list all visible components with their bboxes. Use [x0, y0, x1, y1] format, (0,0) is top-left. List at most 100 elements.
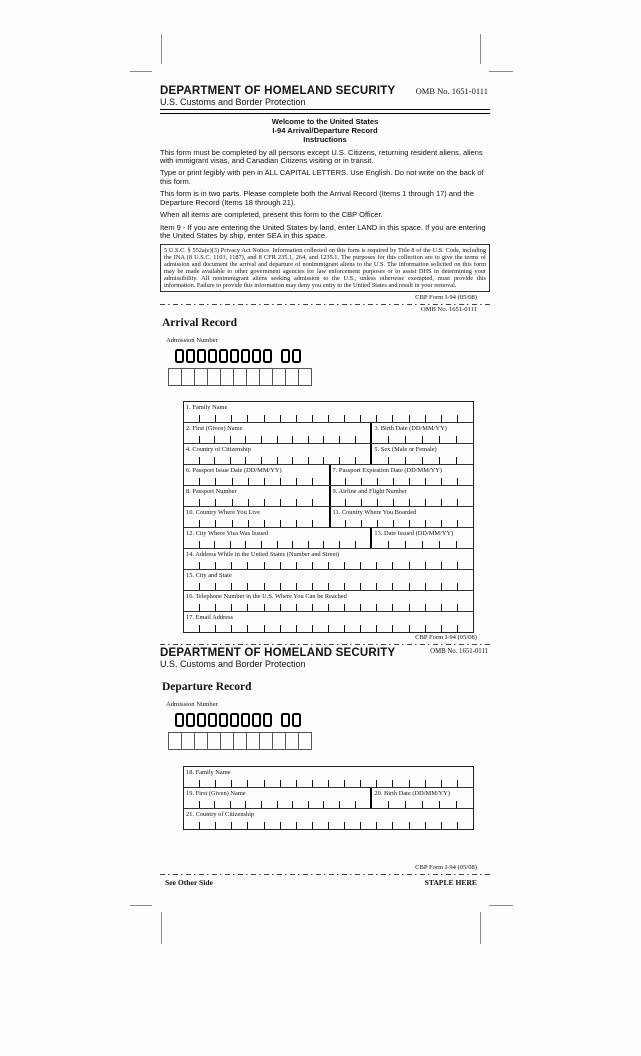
- welcome-title: Welcome to the United States: [271, 117, 379, 126]
- field-label: 12. City Where Visa Was Issued: [186, 529, 269, 537]
- crop-mark: [130, 905, 152, 906]
- admission-number-ocr: [175, 712, 490, 727]
- crop-mark: [489, 905, 513, 906]
- field-cell[interactable]: 5. Sex (Male or Female): [370, 444, 473, 465]
- field-row: 14. Address While in the United States (…: [184, 549, 473, 571]
- field-row: 8. Passport Number 9. Airline and Flight …: [184, 486, 474, 508]
- field-label: 1. Family Name: [186, 403, 228, 411]
- field-label: 13. Date Issued (DD/MM/YY): [374, 529, 454, 537]
- ocr-digit-0: [241, 348, 250, 363]
- ocr-digit-0: [292, 712, 301, 727]
- arrival-record-title: Arrival Record: [162, 317, 238, 330]
- write-box[interactable]: [285, 733, 298, 750]
- comb-ticks: [184, 415, 473, 423]
- ocr-digit-0: [219, 348, 228, 363]
- header-titles: DEPARTMENT OF HOMELAND SECURITY U.S. Cus…: [160, 647, 395, 669]
- admission-write-boxes[interactable]: [168, 732, 312, 751]
- write-box[interactable]: [285, 369, 298, 386]
- field-cell[interactable]: 13. Date Issued (DD/MM/YY): [370, 528, 473, 549]
- instruction-paragraph: This form is in two parts. Please comple…: [160, 189, 474, 207]
- write-box[interactable]: [298, 369, 311, 386]
- ocr-digit-0: [197, 348, 206, 363]
- write-box[interactable]: [220, 369, 233, 386]
- write-box[interactable]: [181, 733, 194, 750]
- ocr-digit-0: [208, 348, 217, 363]
- field-cell[interactable]: 19. First (Given) Name: [184, 788, 370, 809]
- instructions-header: Welcome to the United States I-94 Arriva…: [160, 117, 490, 144]
- write-box[interactable]: [298, 733, 311, 750]
- ocr-digit-0: [208, 712, 217, 727]
- comb-ticks: [331, 478, 474, 486]
- write-box[interactable]: [246, 733, 259, 750]
- field-label: 16. Telephone Number in the U.S. Where Y…: [186, 592, 347, 600]
- ocr-digit-0: [175, 348, 184, 363]
- write-box[interactable]: [207, 733, 220, 750]
- crop-mark: [161, 34, 162, 64]
- write-box[interactable]: [207, 369, 220, 386]
- field-label: 11. Country Where You Boarded: [332, 508, 417, 516]
- write-box[interactable]: [233, 369, 246, 386]
- field-row: 16. Telephone Number in the U.S. Where Y…: [184, 591, 473, 613]
- field-cell[interactable]: 18. Family Name: [184, 767, 473, 788]
- field-cell[interactable]: 6. Passport Issue Date (DD/MM/YY): [184, 465, 329, 486]
- see-other-side: See Other Side: [165, 878, 213, 888]
- write-box[interactable]: [169, 733, 181, 749]
- write-box[interactable]: [259, 733, 272, 750]
- field-cell[interactable]: 3. Birth Date (DD/MM/YY): [370, 423, 473, 444]
- field-cell[interactable]: 7. Passport Expiration Date (DD/MM/YY): [328, 465, 474, 486]
- field-cell[interactable]: 2. First (Given) Name: [184, 423, 370, 444]
- field-cell[interactable]: 4. Country of Citizenship: [184, 444, 370, 465]
- ocr-digit-0: [230, 712, 239, 727]
- comb-ticks: [184, 625, 473, 633]
- field-cell[interactable]: 1. Family Name: [184, 402, 473, 423]
- field-label: 5. Sex (Male or Female): [374, 445, 437, 453]
- admission-write-boxes[interactable]: [168, 368, 312, 387]
- comb-ticks: [184, 583, 473, 591]
- field-cell[interactable]: 10. Country Where You Live: [184, 507, 329, 528]
- ocr-digit-0: [281, 712, 290, 727]
- comb-ticks: [184, 780, 473, 788]
- field-cell[interactable]: 8. Passport Number: [184, 486, 329, 507]
- field-cell[interactable]: 20. Birth Date (DD/MM/YY): [370, 788, 473, 809]
- field-cell[interactable]: 12. City Where Visa Was Issued: [184, 528, 370, 549]
- ocr-digit-0: [263, 712, 272, 727]
- write-box[interactable]: [233, 733, 246, 750]
- field-label: 8. Passport Number: [186, 487, 237, 495]
- field-row: 1. Family Name: [184, 402, 473, 424]
- field-row: 10. Country Where You Live 11. Country Wh…: [184, 507, 474, 529]
- field-cell[interactable]: 16. Telephone Number in the U.S. Where Y…: [184, 591, 473, 612]
- write-box[interactable]: [259, 369, 272, 386]
- field-cell[interactable]: 15. City and State: [184, 570, 473, 591]
- write-box[interactable]: [272, 733, 285, 750]
- field-cell[interactable]: 17. Email Address: [184, 612, 473, 633]
- admission-number-label: Admission Number: [166, 337, 218, 345]
- instruction-paragraph: When all items are completed, present th…: [160, 210, 383, 220]
- crop-mark: [480, 34, 481, 64]
- write-box[interactable]: [194, 369, 207, 386]
- ocr-digit-0: [186, 348, 195, 363]
- perforation-line: [160, 304, 490, 306]
- comb-ticks: [184, 562, 473, 570]
- privacy-notice: 5 U.S.C. § 552a(e)(3) Privacy Act Notice…: [160, 244, 490, 293]
- write-box[interactable]: [169, 369, 181, 385]
- field-label: 2. First (Given) Name: [186, 424, 243, 432]
- comb-ticks: [372, 457, 473, 465]
- field-cell[interactable]: 9. Airline and Flight Number: [328, 486, 474, 507]
- field-label: 17. Email Address: [186, 613, 234, 621]
- field-label: 10. Country Where You Live: [186, 508, 261, 516]
- field-cell[interactable]: 11. Country Where You Boarded: [328, 507, 474, 528]
- field-cell[interactable]: 14. Address While in the United States (…: [184, 549, 473, 570]
- write-box[interactable]: [220, 733, 233, 750]
- write-box[interactable]: [272, 369, 285, 386]
- instruction-paragraph: This form must be completed by all perso…: [160, 147, 483, 165]
- comb-ticks: [331, 499, 474, 507]
- departure-record-title: Departure Record: [162, 681, 252, 694]
- omb-number: OMB No. 1651-0111: [420, 306, 477, 314]
- write-box[interactable]: [181, 369, 194, 386]
- field-row: 2. First (Given) Name 3. Birth Date (DD/M…: [184, 423, 473, 445]
- field-label: 3. Birth Date (DD/MM/YY): [374, 424, 447, 432]
- departure-fields-table: 18. Family Name 19. First (Given) Name 20.…: [183, 766, 474, 831]
- write-box[interactable]: [194, 733, 207, 750]
- write-box[interactable]: [246, 369, 259, 386]
- field-cell[interactable]: 21. Country of Citizenship: [184, 809, 473, 830]
